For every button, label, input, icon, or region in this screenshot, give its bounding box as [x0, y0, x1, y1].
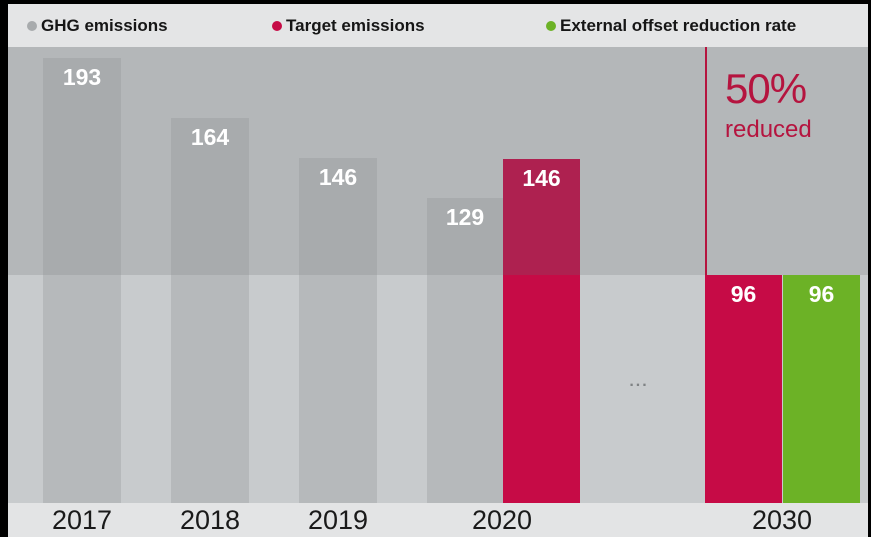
bar-offset: 96	[783, 275, 860, 503]
bar-value-label: 96	[808, 281, 835, 307]
legend-item-offset: External offset reduction rate	[546, 4, 796, 47]
ghg-dot-icon	[27, 20, 37, 31]
bar-value-label: 164	[190, 124, 230, 150]
legend-label-target: Target emissions	[286, 15, 425, 35]
legend: GHG emissions Target emissions External …	[8, 4, 868, 47]
bar-target: 96	[705, 275, 782, 503]
axis-label-2020: 2020	[471, 505, 533, 535]
bar-value-label: 193	[62, 64, 102, 90]
reduction-percent: 50%	[725, 65, 807, 112]
bar-ghg: 164	[171, 118, 249, 503]
plot-area: 193 164 146 129 146 96 96 50% reduced ...	[8, 47, 868, 503]
bar-value-label: 96	[730, 281, 757, 307]
timeline-gap-ellipsis: ...	[629, 373, 649, 390]
legend-item-target: Target emissions	[272, 4, 425, 47]
axis-label-2017: 2017	[51, 505, 113, 535]
offset-dot-icon	[546, 20, 556, 31]
axis-label-2019: 2019	[307, 505, 369, 535]
bar-value-label: 146	[522, 165, 561, 191]
reduction-annotation: 50% reduced	[725, 68, 812, 142]
bar-ghg: 129	[427, 198, 503, 503]
axis-label-2018: 2018	[179, 505, 241, 535]
bar-value-label: 129	[445, 204, 485, 230]
bar-target: 146	[503, 159, 580, 503]
target-dot-icon	[272, 20, 282, 31]
axis-label-2030: 2030	[751, 505, 813, 535]
legend-item-ghg: GHG emissions	[27, 4, 168, 47]
legend-label-offset: External offset reduction rate	[560, 15, 797, 35]
legend-label-ghg: GHG emissions	[41, 15, 168, 35]
bar-value-label: 146	[318, 164, 358, 190]
reduction-caption: reduced	[725, 116, 812, 143]
bar-ghg: 146	[299, 158, 377, 503]
bar-ghg: 193	[43, 58, 121, 503]
target-reference-line	[705, 47, 707, 275]
x-axis: 2017 2018 2019 2020 2030	[8, 503, 868, 537]
